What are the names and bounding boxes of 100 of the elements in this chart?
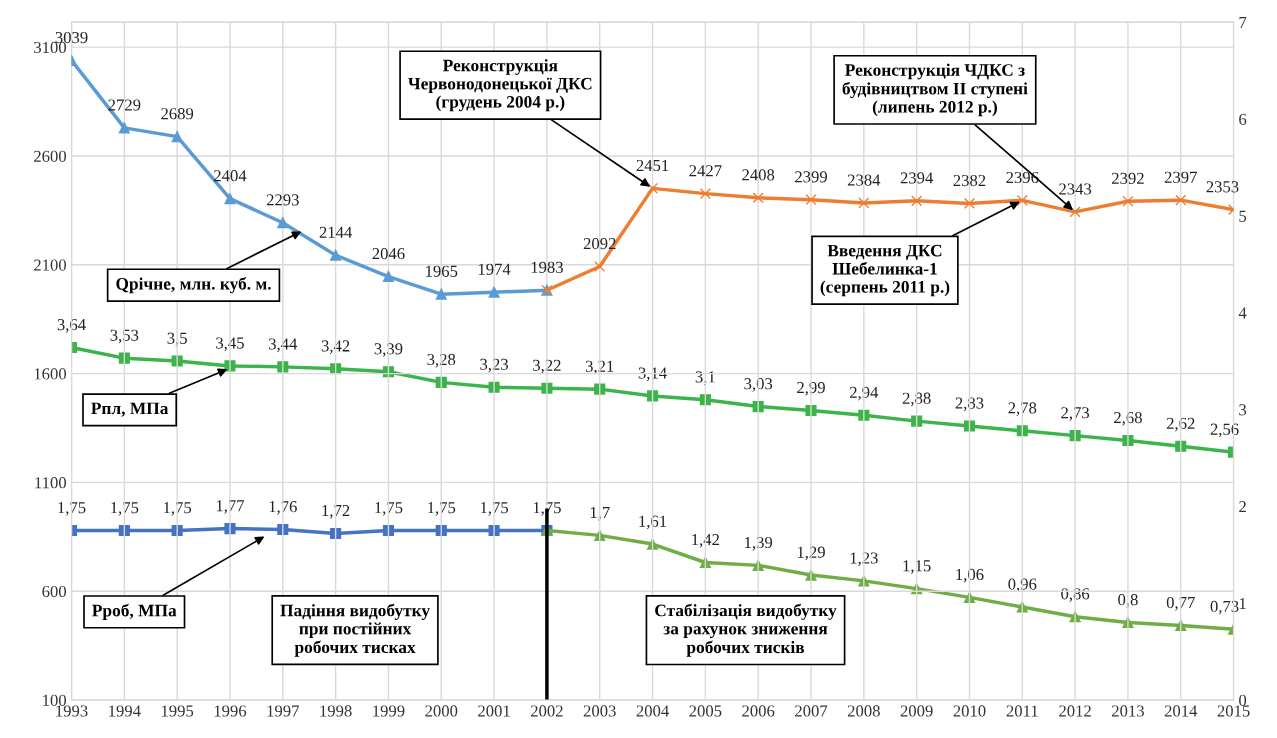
data-label: 2397 bbox=[1164, 171, 1197, 183]
annotation: Падіння видобутку при постійних робочих тисках bbox=[280, 603, 430, 657]
data-label: 2382 bbox=[953, 174, 986, 187]
data-label: 2,62 bbox=[1166, 417, 1195, 432]
data-label: 1,7 bbox=[590, 506, 610, 521]
data-label: 3,39 bbox=[374, 343, 403, 357]
data-label: 1,75 bbox=[480, 502, 509, 516]
x-tick-label: 2012 bbox=[1059, 705, 1091, 717]
y-tick-label: 100 bbox=[43, 694, 67, 706]
y2-tick-label: 5 bbox=[1239, 210, 1247, 222]
annotation: Стабілізація видобутку за рахунок зниження робочих тисків bbox=[655, 603, 837, 657]
data-label: 1974 bbox=[478, 263, 511, 275]
data-label: 1965 bbox=[426, 265, 458, 277]
y2-tick-label: 0 bbox=[1239, 694, 1247, 706]
data-label: 1,75 bbox=[428, 502, 456, 516]
data-label: 2689 bbox=[161, 108, 194, 120]
data-label: 2404 bbox=[214, 170, 247, 182]
data-label: 3,28 bbox=[427, 353, 456, 368]
data-label: 1,75 bbox=[58, 502, 86, 516]
data-label: 2,68 bbox=[1114, 411, 1142, 426]
data-label: 2293 bbox=[266, 194, 299, 206]
annotation: Рпл, МПа bbox=[91, 402, 169, 417]
annotation: Qрічне, млн. куб. м. bbox=[116, 277, 271, 294]
data-label: 2144 bbox=[319, 226, 353, 238]
data-label: 3,21 bbox=[585, 360, 614, 375]
data-label: 2384 bbox=[847, 174, 881, 186]
y2-tick-label: 3 bbox=[1239, 404, 1247, 416]
annotation: Реконструкція ЧДКС з будівництвом II ступені (липень 2012 р.) bbox=[842, 63, 1028, 117]
data-label: 3,03 bbox=[744, 378, 773, 392]
annotation: Реконструкція Червонодонецької ДКС (грудень 2004 р.) bbox=[408, 59, 592, 112]
data-label: 3,44 bbox=[269, 338, 298, 352]
data-label: 0,73 bbox=[1210, 600, 1239, 615]
data-label: 2392 bbox=[1112, 172, 1144, 184]
x-tick-label: 2015 bbox=[1217, 705, 1250, 717]
x-tick-label: 2000 bbox=[425, 705, 458, 717]
x-tick-label: 2002 bbox=[530, 705, 563, 717]
x-tick-label: 1994 bbox=[109, 705, 141, 717]
x-tick-label: 2005 bbox=[689, 705, 722, 717]
y-tick-label: 2100 bbox=[34, 259, 67, 271]
data-label: 2408 bbox=[742, 169, 775, 181]
data-label: 3,42 bbox=[321, 340, 350, 354]
data-label: 2046 bbox=[372, 248, 405, 260]
y2-tick-label: 2 bbox=[1239, 501, 1246, 513]
x-tick-label: 2009 bbox=[900, 705, 933, 717]
x-tick-label: 1993 bbox=[56, 705, 88, 717]
y-tick-label: 600 bbox=[42, 585, 67, 598]
data-label: 1,75 bbox=[533, 502, 561, 516]
data-label: 1,75 bbox=[111, 502, 139, 516]
data-label: 3,45 bbox=[216, 337, 244, 352]
x-tick-label: 1999 bbox=[373, 705, 405, 717]
data-label: 1,15 bbox=[903, 560, 931, 574]
annotation: Введення ДКС Шебелинка-1 (серпень 2011 р.) bbox=[820, 244, 950, 297]
x-tick-label: 2014 bbox=[1164, 705, 1198, 717]
x-tick-label: 2004 bbox=[636, 705, 669, 717]
data-label: 1,23 bbox=[850, 552, 878, 567]
data-label: 3,22 bbox=[533, 359, 561, 374]
y2-tick-label: 1 bbox=[1239, 597, 1246, 609]
x-tick-label: 1996 bbox=[214, 705, 247, 717]
data-label: 0,77 bbox=[1166, 596, 1195, 611]
data-label: 2399 bbox=[795, 171, 827, 183]
x-tick-label: 2010 bbox=[953, 705, 986, 717]
data-label: 2729 bbox=[108, 99, 141, 111]
y-tick-label: 1100 bbox=[35, 477, 67, 489]
data-label: 3,5 bbox=[167, 332, 187, 347]
data-label: 1,75 bbox=[375, 502, 403, 516]
data-label: 2,94 bbox=[849, 386, 879, 401]
y2-tick-label: 4 bbox=[1238, 307, 1247, 319]
y-tick-label: 1600 bbox=[34, 368, 67, 380]
data-label: 2,78 bbox=[1008, 402, 1037, 416]
data-label: 0,8 bbox=[1118, 594, 1138, 608]
data-label: 2353 bbox=[1206, 181, 1239, 193]
annotation: Рроб, МПа bbox=[92, 603, 177, 620]
data-label: 1,72 bbox=[322, 504, 350, 519]
data-label: 2451 bbox=[636, 159, 669, 172]
data-label: 1983 bbox=[531, 261, 563, 273]
data-label: 1,42 bbox=[692, 534, 720, 548]
data-label: 1,39 bbox=[745, 536, 773, 551]
data-label: 2,99 bbox=[797, 381, 825, 396]
data-label: 1,29 bbox=[797, 546, 825, 561]
data-label: 2394 bbox=[900, 172, 934, 184]
x-tick-label: 2007 bbox=[795, 705, 828, 717]
x-tick-label: 1995 bbox=[161, 705, 194, 717]
data-label: 2,73 bbox=[1061, 407, 1090, 421]
data-label: 2427 bbox=[689, 165, 722, 177]
x-tick-label: 2008 bbox=[847, 705, 880, 717]
data-label: 3,23 bbox=[480, 358, 509, 373]
data-label: 3,53 bbox=[110, 329, 139, 344]
data-label: 2343 bbox=[1059, 183, 1092, 195]
data-label: 1,77 bbox=[216, 500, 245, 514]
y2-tick-label: 7 bbox=[1239, 17, 1247, 28]
x-tick-label: 1998 bbox=[320, 705, 352, 717]
x-tick-label: 2013 bbox=[1112, 705, 1144, 717]
x-tick-label: 1997 bbox=[267, 705, 299, 717]
y-tick-label: 2600 bbox=[34, 150, 67, 162]
x-tick-label: 2011 bbox=[1006, 705, 1038, 717]
x-tick-label: 2006 bbox=[742, 705, 775, 717]
data-label: 1,76 bbox=[269, 501, 297, 515]
y2-tick-label: 6 bbox=[1239, 113, 1247, 125]
data-label: 2,56 bbox=[1210, 423, 1239, 438]
data-label: 1,75 bbox=[164, 502, 192, 516]
